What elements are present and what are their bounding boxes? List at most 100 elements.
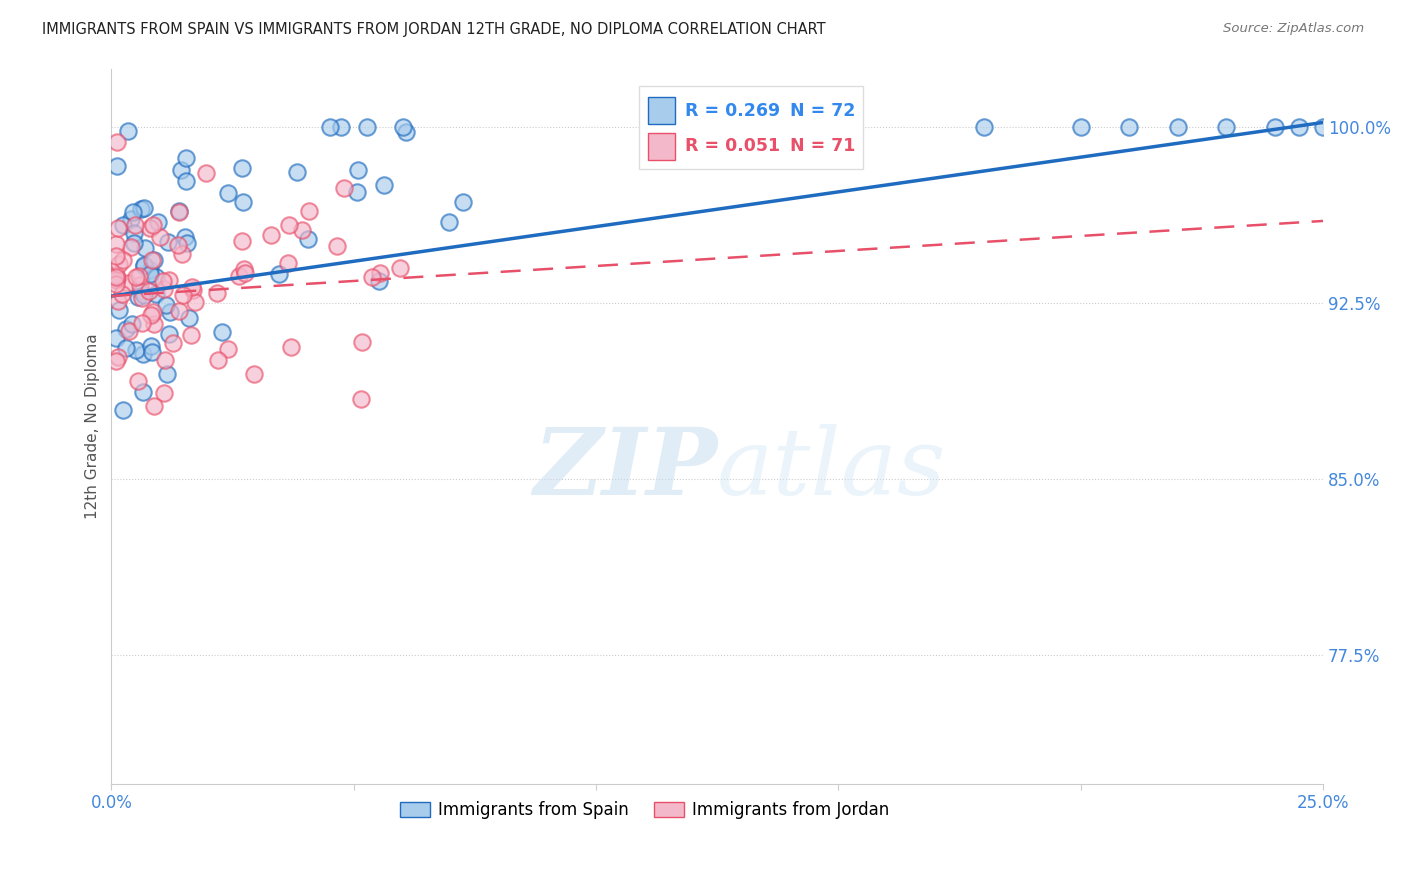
Point	[361, 269, 384, 284]
Point	[153, 282, 176, 296]
Point	[167, 304, 190, 318]
Point	[333, 180, 356, 194]
Point	[107, 220, 129, 235]
Point	[291, 222, 314, 236]
Point	[105, 249, 128, 263]
Point	[217, 342, 239, 356]
Point	[105, 269, 128, 284]
Point	[211, 325, 233, 339]
Point	[128, 278, 150, 293]
Point	[107, 293, 129, 308]
Point	[367, 274, 389, 288]
Text: N = 72: N = 72	[790, 102, 855, 120]
Point	[233, 266, 256, 280]
Point	[1167, 120, 1189, 135]
Point	[139, 267, 162, 281]
Point	[111, 252, 134, 267]
Point	[159, 305, 181, 319]
Point	[298, 203, 321, 218]
Point	[157, 273, 180, 287]
Point	[142, 219, 165, 233]
Point	[162, 336, 184, 351]
FancyBboxPatch shape	[648, 133, 675, 160]
Text: Source: ZipAtlas.com: Source: ZipAtlas.com	[1223, 22, 1364, 36]
Point	[269, 267, 291, 281]
Text: ZIP: ZIP	[533, 424, 717, 514]
Point	[118, 324, 141, 338]
Point	[128, 269, 150, 284]
Point	[131, 385, 153, 400]
Point	[1118, 120, 1140, 135]
Point	[389, 260, 412, 275]
Point	[157, 235, 180, 249]
Point	[129, 202, 152, 216]
FancyBboxPatch shape	[648, 97, 675, 124]
Point	[174, 151, 197, 165]
Point	[297, 232, 319, 246]
Point	[127, 290, 149, 304]
Point	[451, 194, 474, 209]
Point	[105, 271, 128, 285]
Point	[139, 339, 162, 353]
Point	[124, 218, 146, 232]
FancyBboxPatch shape	[638, 87, 863, 169]
Point	[125, 270, 148, 285]
Point	[107, 350, 129, 364]
Point	[437, 215, 460, 229]
Point	[141, 344, 163, 359]
Point	[1288, 120, 1310, 135]
Point	[146, 215, 169, 229]
Point	[117, 124, 139, 138]
Point	[120, 212, 142, 227]
Y-axis label: 12th Grade, No Diploma: 12th Grade, No Diploma	[86, 334, 100, 519]
Point	[179, 310, 201, 325]
Point	[1264, 120, 1286, 135]
Point	[174, 230, 197, 244]
Point	[278, 218, 301, 232]
Point	[142, 317, 165, 331]
Point	[682, 120, 704, 135]
Point	[111, 287, 134, 301]
Point	[129, 284, 152, 298]
Point	[285, 165, 308, 179]
Text: R = 0.051: R = 0.051	[685, 137, 780, 155]
Point	[115, 341, 138, 355]
Point	[105, 159, 128, 173]
Point	[368, 266, 391, 280]
Point	[143, 253, 166, 268]
Point	[259, 227, 281, 242]
Point	[172, 288, 194, 302]
Point	[117, 277, 139, 291]
Point	[217, 186, 239, 200]
Point	[122, 235, 145, 250]
Point	[145, 270, 167, 285]
Point	[181, 283, 204, 297]
Point	[181, 279, 204, 293]
Point	[105, 277, 128, 292]
Point	[318, 120, 340, 135]
Point	[107, 257, 129, 271]
Point	[131, 316, 153, 330]
Point	[121, 318, 143, 332]
Point	[277, 256, 299, 270]
Point	[176, 235, 198, 250]
Point	[138, 263, 160, 277]
Point	[356, 120, 378, 135]
Point	[184, 295, 207, 310]
Point	[132, 288, 155, 302]
Point	[105, 331, 128, 345]
Point	[350, 334, 373, 349]
Point	[1070, 120, 1092, 135]
Point	[132, 346, 155, 360]
Point	[167, 204, 190, 219]
Point	[170, 163, 193, 178]
Text: IMMIGRANTS FROM SPAIN VS IMMIGRANTS FROM JORDAN 12TH GRADE, NO DIPLOMA CORRELATI: IMMIGRANTS FROM SPAIN VS IMMIGRANTS FROM…	[42, 22, 825, 37]
Point	[350, 392, 373, 406]
Point	[153, 353, 176, 368]
Point	[180, 328, 202, 343]
Point	[141, 252, 163, 267]
Point	[125, 343, 148, 357]
Point	[142, 305, 165, 319]
Point	[395, 125, 418, 139]
Point	[155, 298, 177, 312]
